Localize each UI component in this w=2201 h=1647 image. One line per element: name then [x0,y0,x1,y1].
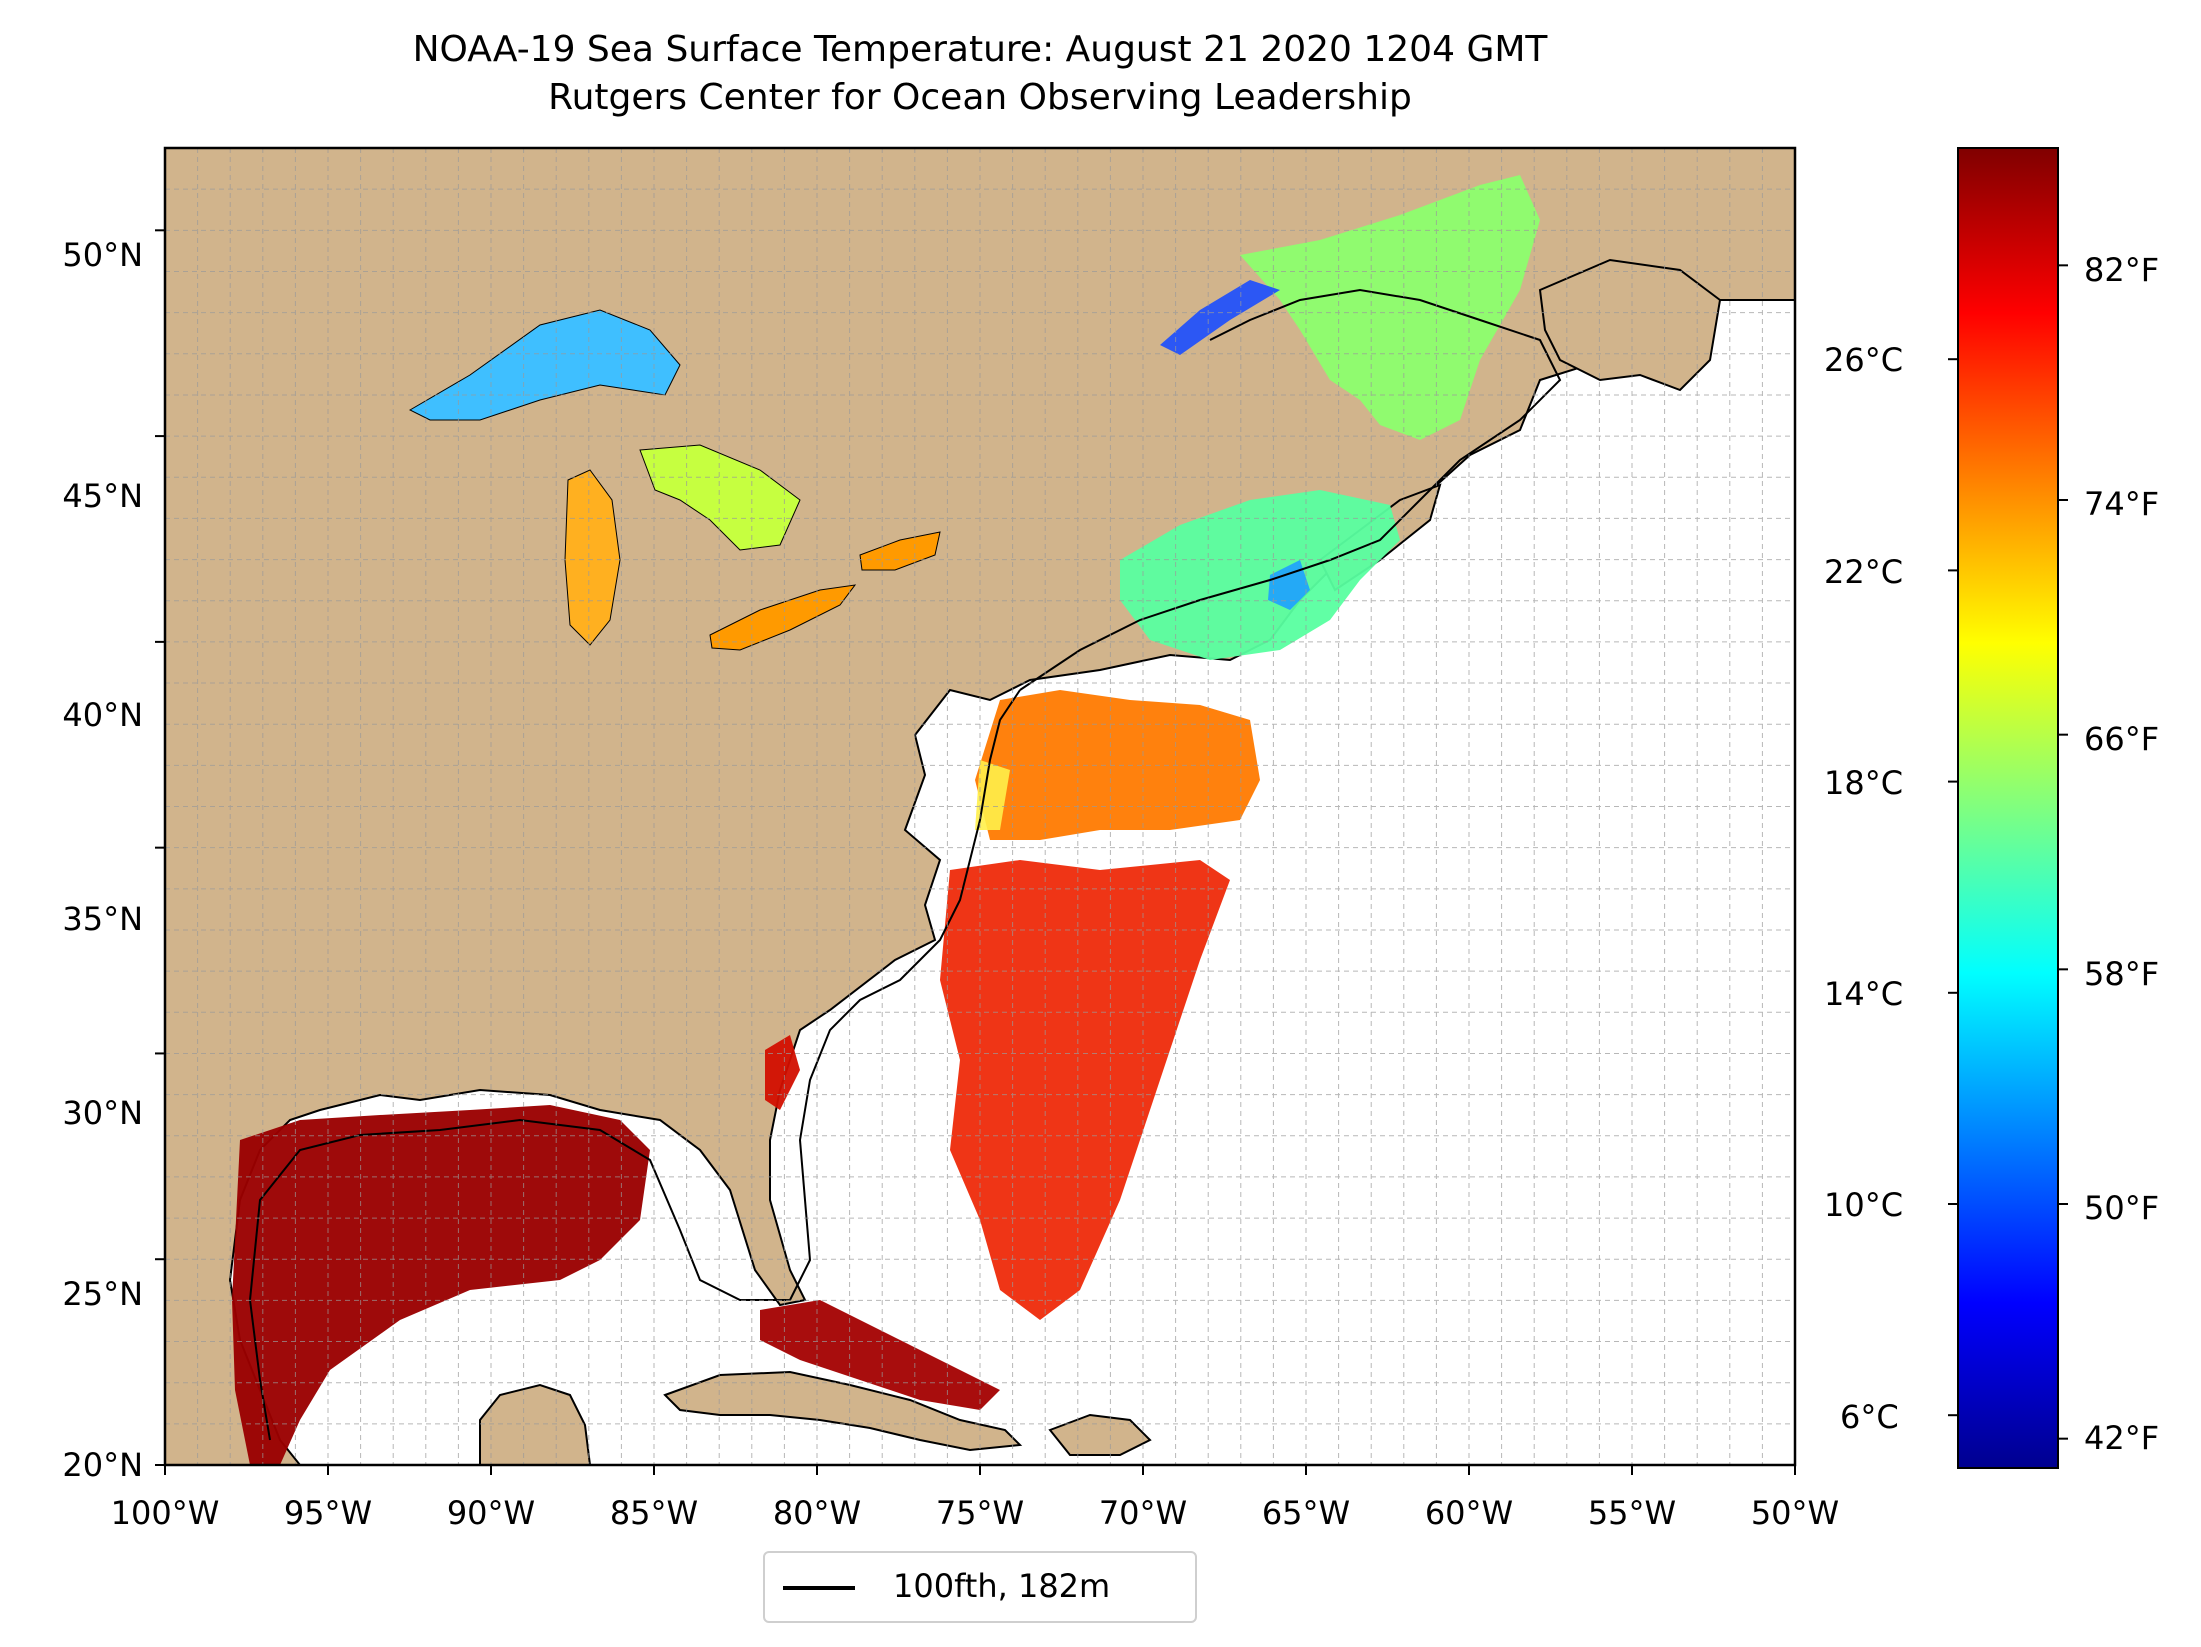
sst-gulf-of-mexico [232,1105,650,1465]
x-tick-label: 70°W [1098,1494,1188,1532]
sst-bay-of-fundy-cold [1268,560,1310,610]
x-tick-label: 75°W [935,1494,1025,1532]
colorbar-fahrenheit-label: 58°F [2084,955,2160,993]
x-tick-label: 65°W [1261,1494,1351,1532]
lake-huron [639,444,801,551]
contour-100fth [248,288,1562,1441]
lake-ontario [859,531,941,571]
map-title: NOAA-19 Sea Surface Temperature: August … [412,29,1548,70]
x-tick-label: 100°W [110,1494,220,1532]
legend-line-swatch [783,1586,855,1590]
x-tick-label: 85°W [609,1494,699,1532]
colorbar-celsius-label: 18°C [1824,764,1904,802]
colorbar-celsius-label: 14°C [1824,975,1904,1013]
x-tick-label: 50°W [1750,1494,1840,1532]
colorbar-fahrenheit-label: 74°F [2084,485,2160,523]
colorbar-fahrenheit-label: 50°F [2084,1189,2160,1227]
land-yucatan [479,1383,592,1465]
sst-shelf-cool [975,760,1010,830]
lake-michigan [564,469,621,646]
y-tick-label: 25°N [62,1275,143,1313]
legend: 100fth, 182m [763,1551,1197,1623]
sst-gulf-st-lawrence [1240,175,1540,440]
colorbar-celsius-label: 6°C [1840,1398,1899,1436]
y-tick-label: 40°N [62,696,143,734]
map-subtitle: Rutgers Center for Ocean Observing Leade… [548,77,1412,118]
axis-ticks [155,229,1796,1475]
colorbar-ticks [1948,264,2068,1440]
colorbar-celsius-label: 22°C [1824,553,1904,591]
legend-label: 100fth, 182m [893,1567,1111,1605]
x-tick-label: 80°W [772,1494,862,1532]
colorbar-celsius-label: 10°C [1824,1186,1904,1224]
gridlines [165,148,1795,1465]
x-tick-label: 90°W [446,1494,536,1532]
colorbar-fahrenheit-label: 42°F [2084,1419,2160,1457]
y-tick-label: 30°N [62,1094,143,1132]
colorbar-fahrenheit-label: 82°F [2084,251,2160,289]
sst-st-lawrence-cold [1160,280,1280,355]
y-tick-label: 35°N [62,900,143,938]
x-tick-label: 95°W [283,1494,373,1532]
land-newfoundland [1538,258,1722,392]
sst-south-carolina-shelf [765,1035,800,1110]
colorbar-celsius-label: 26°C [1824,341,1904,379]
land-cuba [663,1370,1023,1452]
x-tick-label: 60°W [1424,1494,1514,1532]
colorbar-fahrenheit-label: 66°F [2084,720,2160,758]
y-tick-label: 20°N [62,1446,143,1484]
land-hispaniola [1048,1413,1152,1456]
colorbar [1957,147,2059,1469]
x-tick-label: 55°W [1587,1494,1677,1532]
y-tick-label: 50°N [62,236,143,274]
lake-superior [408,309,681,421]
y-tick-label: 45°N [62,477,143,515]
sst-mid-atlantic [975,690,1260,840]
sst-gulf-of-maine [1120,490,1400,660]
lake-erie [709,584,857,651]
